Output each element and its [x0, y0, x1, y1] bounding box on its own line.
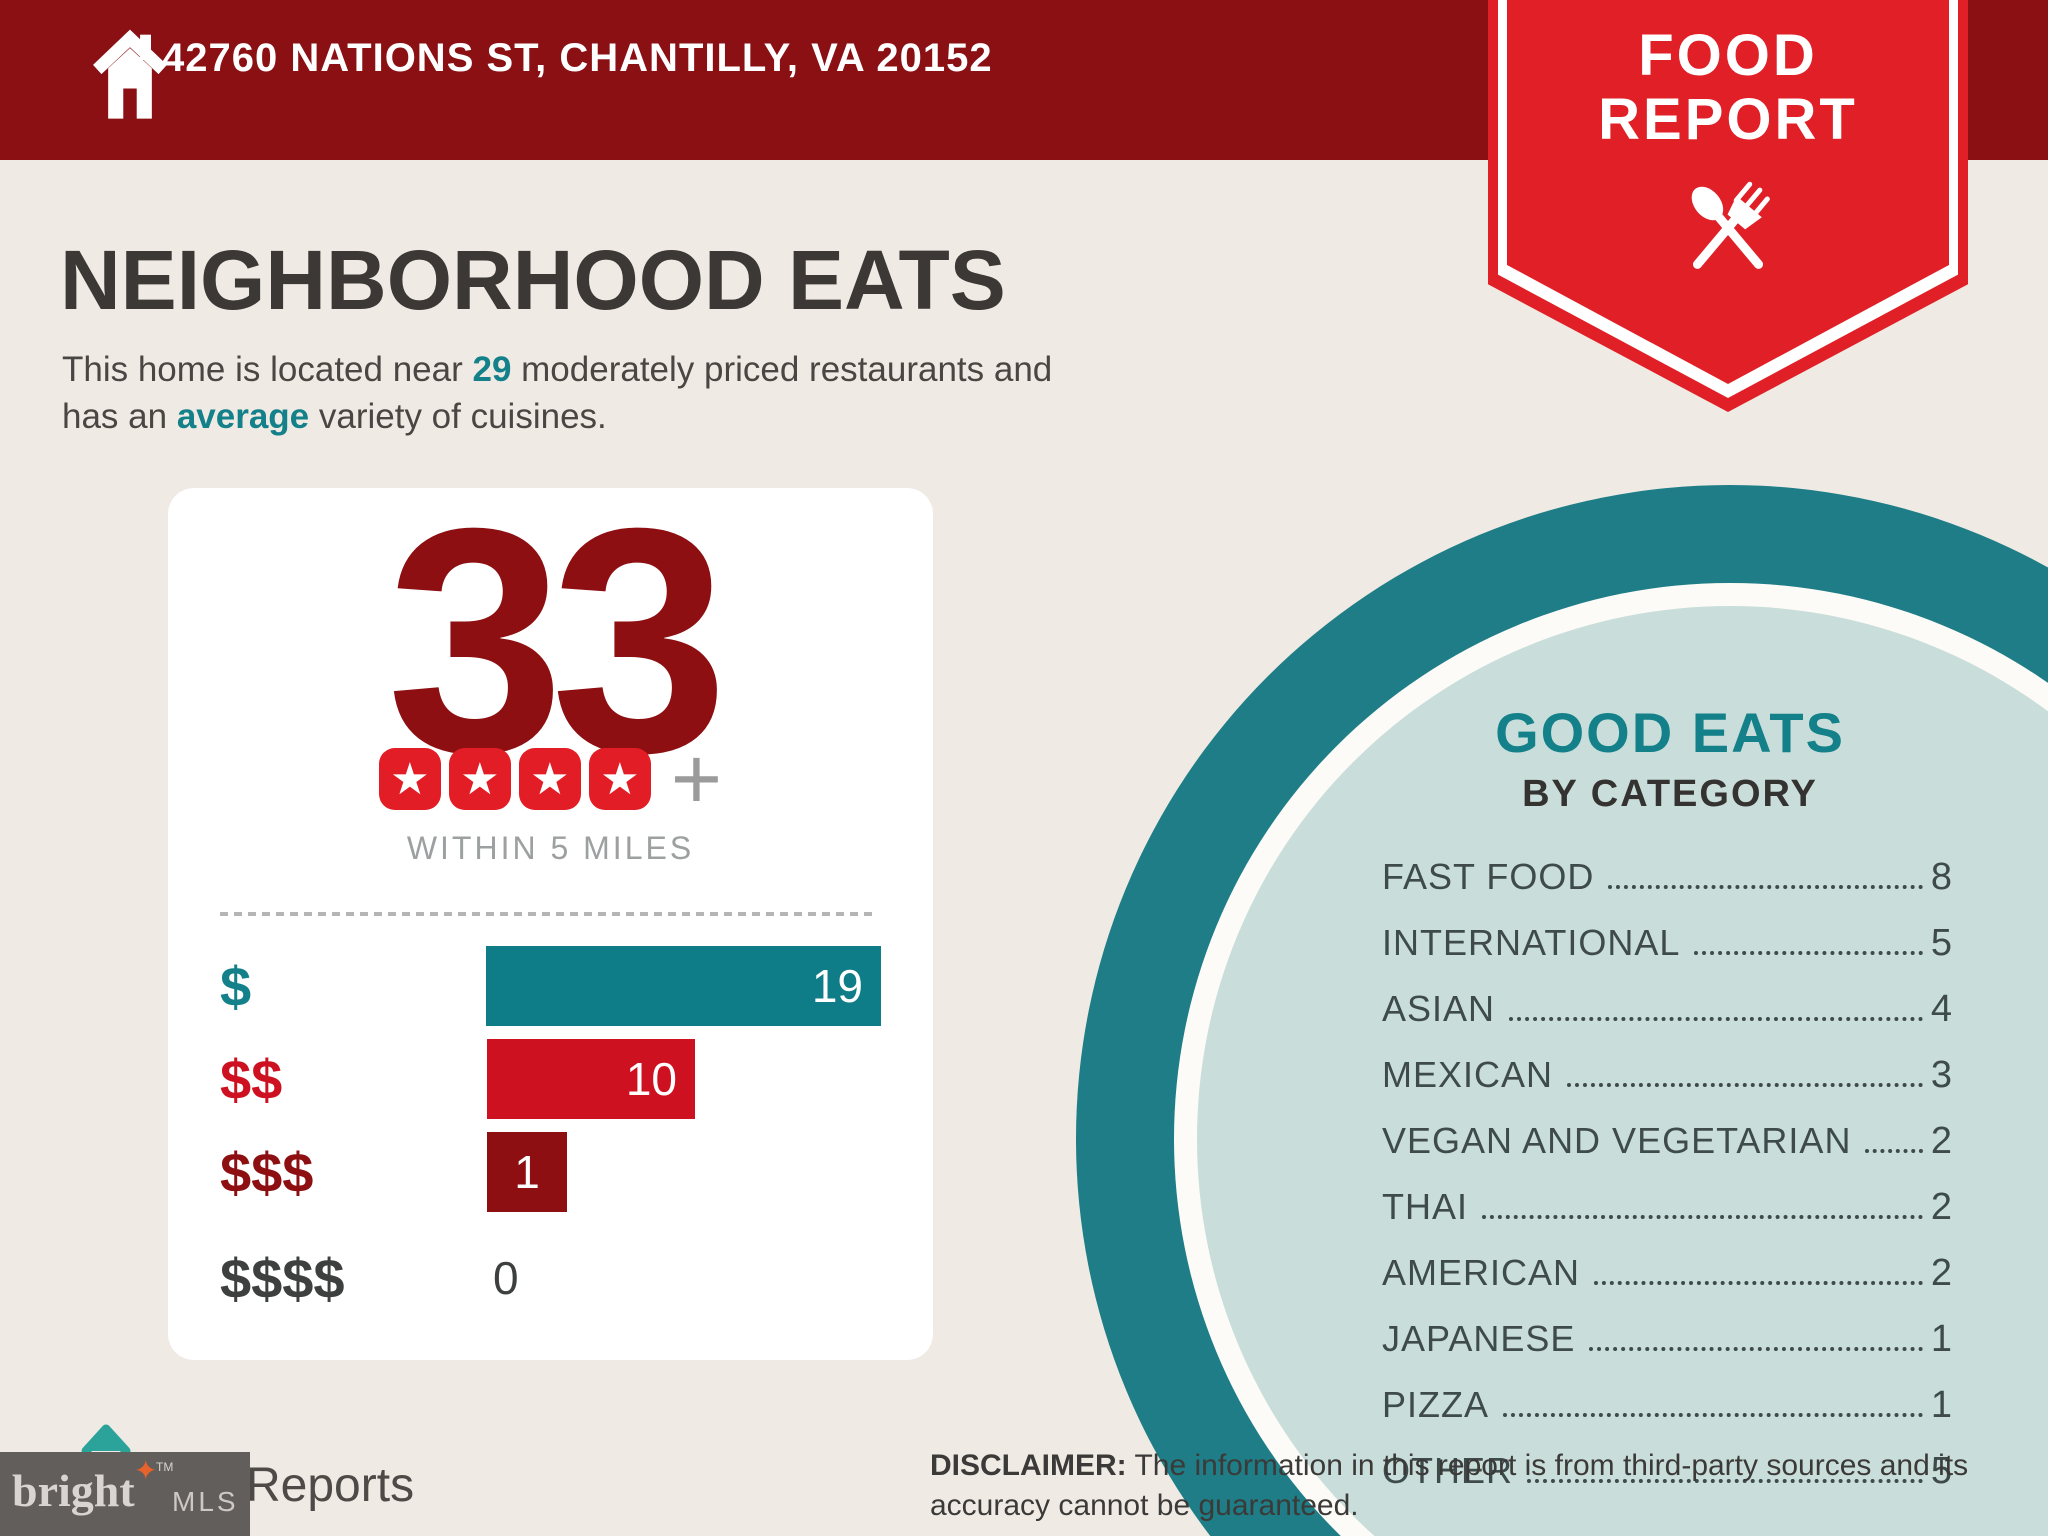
disclaimer-line2: accuracy cannot be guaranteed. — [930, 1489, 1359, 1522]
category-name: AMERICAN — [1382, 1252, 1581, 1293]
dotted-leader — [1482, 1215, 1923, 1219]
category-name: FAST FOOD — [1382, 856, 1595, 897]
dotted-leader — [1608, 885, 1923, 889]
page-title: NEIGHBORHOOD EATS — [60, 233, 1006, 327]
brightmls-watermark: bright ✦ TM MLS — [0, 1452, 250, 1536]
dotted-leader — [1594, 1281, 1923, 1285]
category-count: 1 — [1930, 1384, 1952, 1426]
dashed-divider — [220, 912, 877, 916]
category-name: THAI — [1382, 1186, 1469, 1227]
category-count: 3 — [1930, 1054, 1952, 1096]
price-bar: 10 — [487, 1039, 695, 1119]
summary-card: 33 ★ ★ ★ ★ + WITHIN 5 MILES $19 $$ 10 $$$ 1 $$$$ 0 — [168, 480, 933, 1360]
category-row: JAPANESE 1 — [1382, 1318, 1952, 1384]
category-count: 2 — [1930, 1252, 1952, 1294]
category-row: ASIAN 4 — [1382, 988, 1952, 1054]
price-bar: 19 — [486, 946, 881, 1026]
intro-segment: moderately priced restaurants and — [511, 350, 1053, 389]
home-icon — [88, 16, 172, 139]
intro-segment: This home is located near — [62, 350, 473, 389]
reports-logo-icon — [80, 1424, 132, 1459]
price-tier-label: $ — [220, 954, 252, 1018]
price-bar-row: $19 — [220, 946, 881, 1026]
category-name: JAPANESE — [1382, 1318, 1576, 1359]
brightmls-wordmark: bright — [12, 1465, 135, 1516]
category-count: 5 — [1930, 1450, 1952, 1492]
intro-segment: variety of cuisines. — [309, 397, 607, 436]
good-eats-title: GOOD EATS — [1495, 701, 1845, 764]
star-icon: ★ — [448, 748, 511, 810]
category-row: VEGAN AND VEGETARIAN 2 — [1382, 1120, 1952, 1186]
dotted-leader — [1694, 951, 1923, 955]
dotted-leader — [1567, 1083, 1923, 1087]
intro-highlight: 29 — [472, 350, 512, 389]
good-eats-panel: GOOD EATS BY CATEGORY — [1360, 700, 1980, 816]
brightmls-mls-label: MLS — [172, 1486, 239, 1517]
category-count: 2 — [1930, 1120, 1952, 1162]
category-row: MEXICAN 3 — [1382, 1054, 1952, 1120]
category-row: PIZZA 1 — [1382, 1384, 1952, 1450]
plus-icon: + — [670, 729, 723, 828]
intro-highlight: average — [176, 397, 310, 436]
price-bar: 1 — [487, 1132, 567, 1212]
dotted-leader — [1509, 1017, 1923, 1021]
property-address: 42760 NATIONS ST, CHANTILLY, VA 20152 — [162, 36, 993, 80]
dotted-leader — [1503, 1413, 1923, 1417]
price-bar-row: $$$$ 0 — [220, 1238, 881, 1318]
good-eats-subtitle: BY CATEGORY — [1522, 773, 1818, 815]
disclaimer-line1: The information in this report is from t… — [1134, 1449, 1969, 1482]
category-name: PIZZA — [1382, 1384, 1490, 1425]
star-icon: ★ — [518, 748, 581, 810]
category-row: FAST FOOD 8 — [1382, 856, 1952, 922]
category-name: VEGAN AND VEGETARIAN — [1382, 1120, 1852, 1161]
category-name: ASIAN — [1382, 988, 1496, 1029]
category-count: 5 — [1930, 922, 1952, 964]
price-bars: $19 $$ 10 $$$ 1 $$$$ 0 — [220, 946, 881, 1331]
category-row: AMERICAN 2 — [1382, 1252, 1952, 1318]
category-name: INTERNATIONAL — [1382, 922, 1681, 963]
price-bar-value: 19 — [811, 960, 863, 1012]
category-count: 8 — [1930, 856, 1952, 898]
category-row: INTERNATIONAL 5 — [1382, 922, 1952, 988]
price-bar-value: 1 — [514, 1146, 540, 1198]
dotted-leader — [1527, 1479, 1923, 1483]
reports-logo-text: Reports — [246, 1459, 415, 1512]
price-bar-row: $$ 10 — [220, 1039, 881, 1119]
food-report-badge: FOOD REPORT — [1488, 0, 1968, 412]
badge-title-line2: REPORT — [1598, 87, 1858, 152]
category-list: FAST FOOD 8 INTERNATIONAL 5 ASIAN 4 MEXICAN 3 VE… — [1382, 856, 1952, 1516]
intro-text: This home is located near 29 moderately … — [62, 346, 1052, 440]
disclaimer-label: DISCLAIMER: — [930, 1449, 1127, 1482]
restaurant-count: 33 — [386, 461, 729, 819]
badge-title-line1: FOOD — [1638, 23, 1818, 88]
dotted-leader — [1865, 1149, 1923, 1153]
within-label: WITHIN 5 MILES — [406, 830, 695, 866]
category-count: 1 — [1930, 1318, 1952, 1360]
intro-segment: has an — [62, 397, 177, 436]
category-row: OTHER 5 — [1382, 1450, 1952, 1516]
star-icon: ★ — [378, 748, 441, 810]
star-icon: ★ — [588, 748, 651, 810]
price-tier-label: $$$ — [220, 1140, 314, 1204]
category-name: OTHER — [1382, 1450, 1513, 1491]
badge-inner: FOOD REPORT — [1507, 0, 1949, 384]
dotted-leader — [1589, 1347, 1923, 1351]
trademark-symbol: TM — [156, 1460, 174, 1474]
sparkle-icon: ✦ — [134, 1455, 158, 1486]
category-name: MEXICAN — [1382, 1054, 1554, 1095]
spoon-fork-icon — [1664, 164, 1792, 297]
disclaimer: DISCLAIMER: The information in this repo… — [930, 1446, 2010, 1526]
category-row: THAI 2 — [1382, 1186, 1952, 1252]
price-bar-row: $$$ 1 — [220, 1132, 881, 1212]
category-count: 4 — [1930, 988, 1952, 1030]
price-bar-zero-value: 0 — [493, 1252, 519, 1304]
price-tier-label: $$ — [220, 1047, 283, 1111]
price-bar-value: 10 — [625, 1053, 677, 1105]
category-count: 2 — [1930, 1186, 1952, 1228]
rating-stars: ★ ★ ★ ★ + — [168, 729, 933, 828]
price-tier-label: $$$$ — [220, 1246, 345, 1310]
badge-border: FOOD REPORT — [1498, 0, 1958, 398]
